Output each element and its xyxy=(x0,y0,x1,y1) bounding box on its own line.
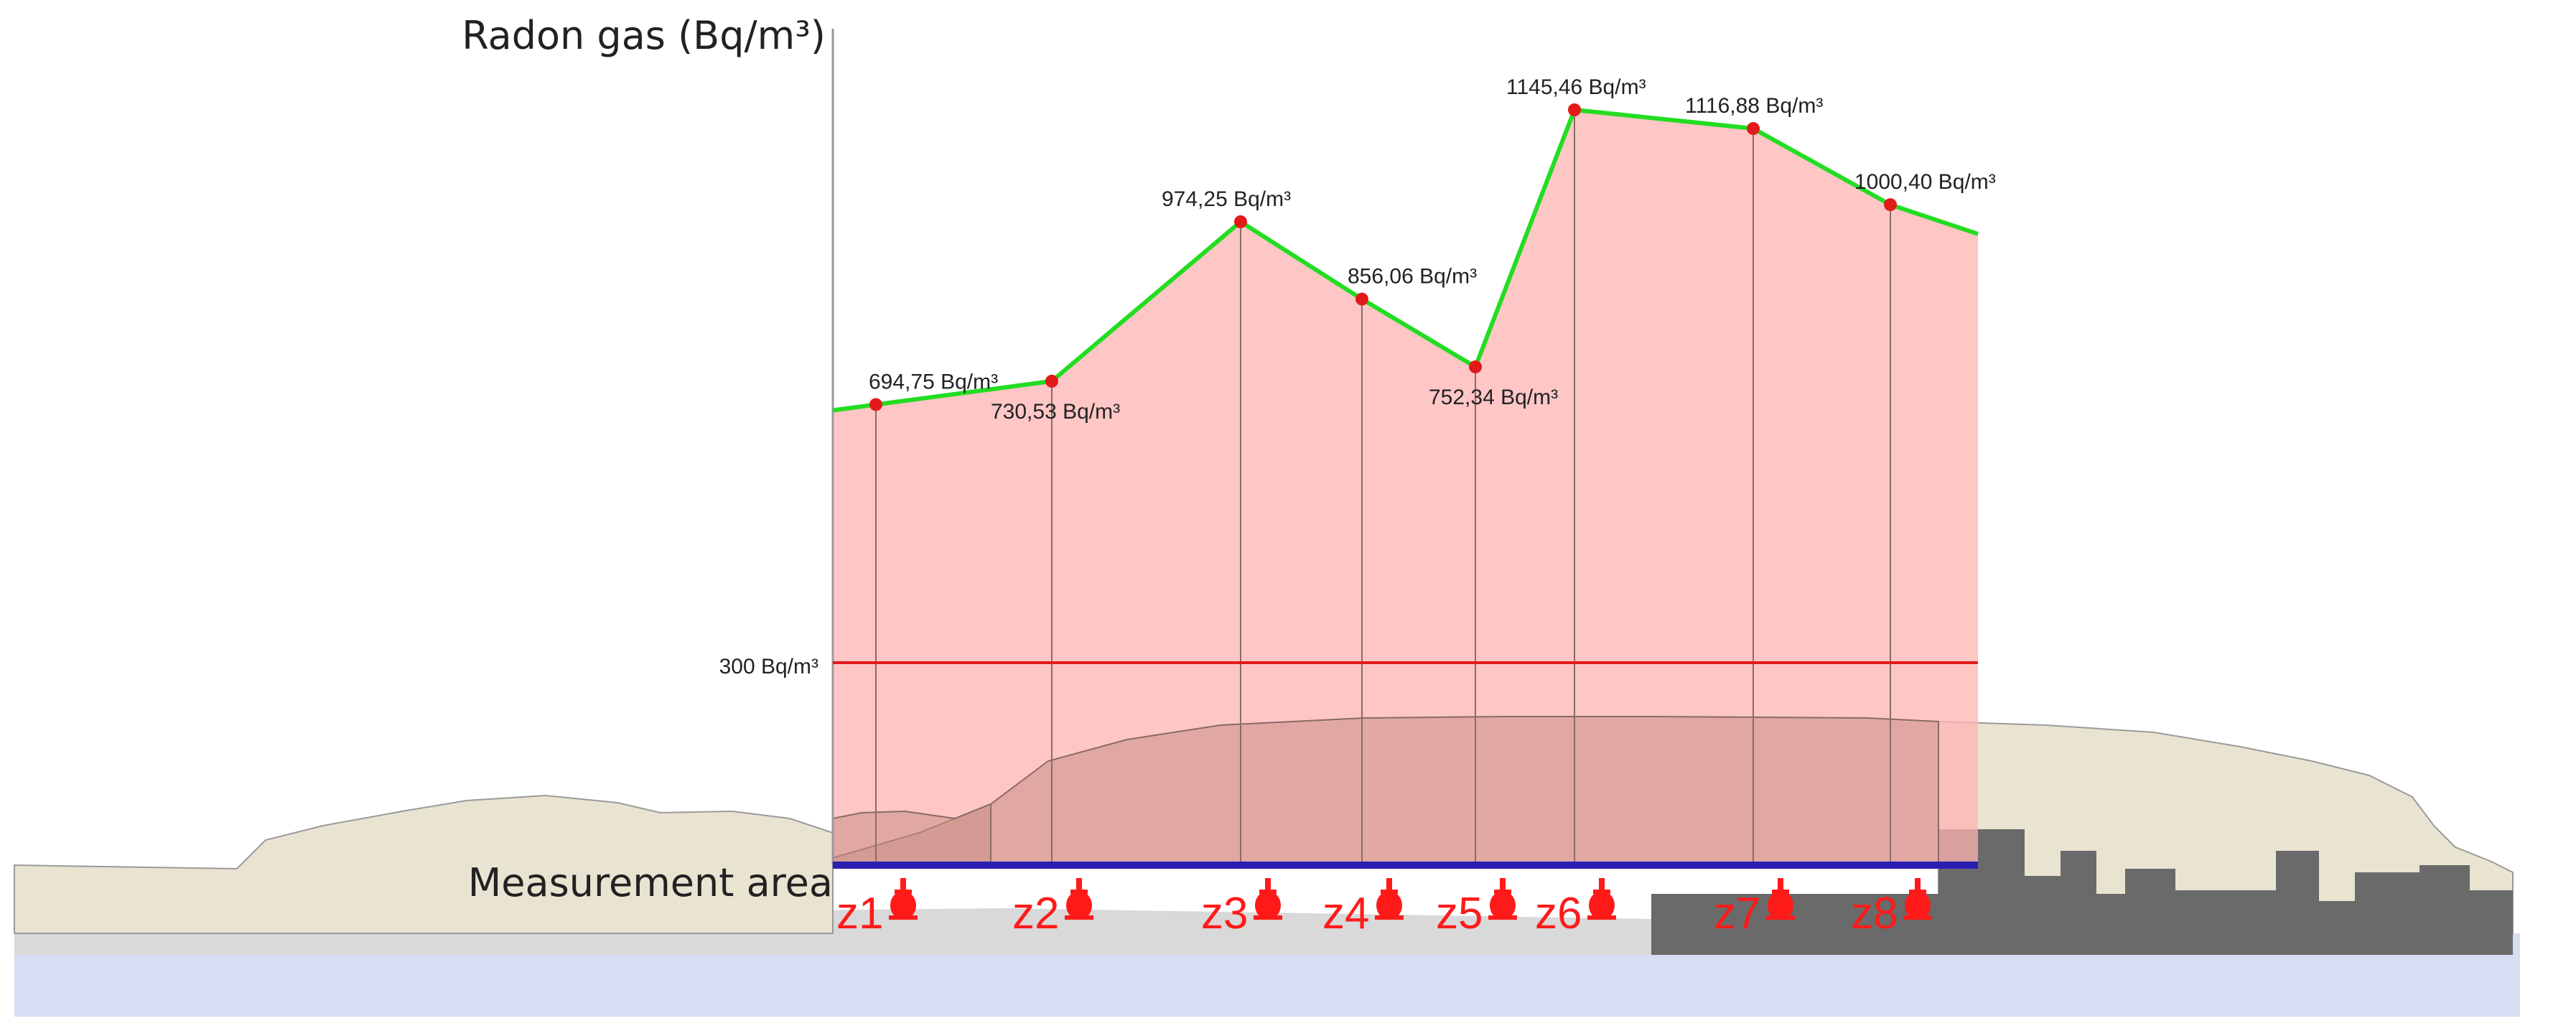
hill-left xyxy=(14,794,834,934)
building xyxy=(2061,851,2096,955)
zone-markers: z1 z2 z3 z4 z5 z6 z7 z8 xyxy=(836,878,1932,938)
detector-icon xyxy=(1375,878,1404,920)
left-lower-slope xyxy=(832,803,991,866)
zone-label: z5 xyxy=(1436,889,1483,938)
data-point xyxy=(1355,292,1368,306)
zone-label: z6 xyxy=(1535,889,1582,938)
building xyxy=(2355,872,2419,955)
detector-icon xyxy=(1766,878,1795,920)
data-label: 856,06 Bq/m³ xyxy=(1348,265,1477,289)
x-axis-title: Measurement area xyxy=(468,860,833,905)
building xyxy=(2419,865,2470,955)
y-axis-title: Radon gas (Bq/m³) xyxy=(462,13,826,58)
building xyxy=(2096,894,2125,955)
terrain-background xyxy=(14,720,2520,1017)
plot-area: 694,75 Bq/m³ 730,53 Bq/m³ 974,25 Bq/m³ 856,… xyxy=(831,29,1996,938)
zone-label: z8 xyxy=(1851,889,1898,938)
central-hill xyxy=(832,716,1939,866)
detector-icon xyxy=(1254,878,1282,920)
data-label: 752,34 Bq/m³ xyxy=(1429,386,1558,409)
zone-label: z2 xyxy=(1012,889,1059,938)
data-label: 974,25 Bq/m³ xyxy=(1162,187,1291,211)
radon-area-fill xyxy=(833,110,1978,865)
building xyxy=(2319,901,2355,955)
data-point xyxy=(1884,198,1897,212)
radon-series-line xyxy=(832,107,1979,413)
building xyxy=(1996,876,2068,955)
zone-label: z7 xyxy=(1714,889,1760,938)
data-point xyxy=(869,398,882,411)
data-labels: 694,75 Bq/m³ 730,53 Bq/m³ 974,25 Bq/m³ 856,… xyxy=(869,75,1996,424)
zone-label: z1 xyxy=(836,889,883,938)
detector-icon xyxy=(1587,878,1616,920)
reference-line-label: 300 Bq/m³ xyxy=(719,655,818,678)
building xyxy=(2276,851,2319,955)
data-points xyxy=(869,103,1897,411)
data-point xyxy=(1234,215,1247,228)
data-label: 1000,40 Bq/m³ xyxy=(1854,170,1996,194)
zone-drop-lines xyxy=(875,110,1891,865)
building xyxy=(2470,890,2513,955)
data-point xyxy=(1045,374,1058,388)
detector-icon xyxy=(1065,878,1093,920)
building xyxy=(2175,890,2276,955)
data-point xyxy=(1469,360,1482,374)
detector-icon xyxy=(889,878,918,920)
data-label: 730,53 Bq/m³ xyxy=(991,400,1120,424)
data-label: 1145,46 Bq/m³ xyxy=(1506,75,1646,99)
data-point xyxy=(1568,103,1581,116)
buildings xyxy=(1651,829,2513,955)
data-label: 1116,88 Bq/m³ xyxy=(1685,94,1823,118)
detector-icon xyxy=(1488,878,1517,920)
data-point xyxy=(1747,122,1760,136)
building xyxy=(2125,869,2175,955)
detector-icon xyxy=(1903,878,1932,920)
data-label: 694,75 Bq/m³ xyxy=(869,370,998,393)
terrain-under-area xyxy=(832,716,1939,866)
zone-label: z4 xyxy=(1322,889,1369,938)
zone-label: z3 xyxy=(1201,889,1248,938)
